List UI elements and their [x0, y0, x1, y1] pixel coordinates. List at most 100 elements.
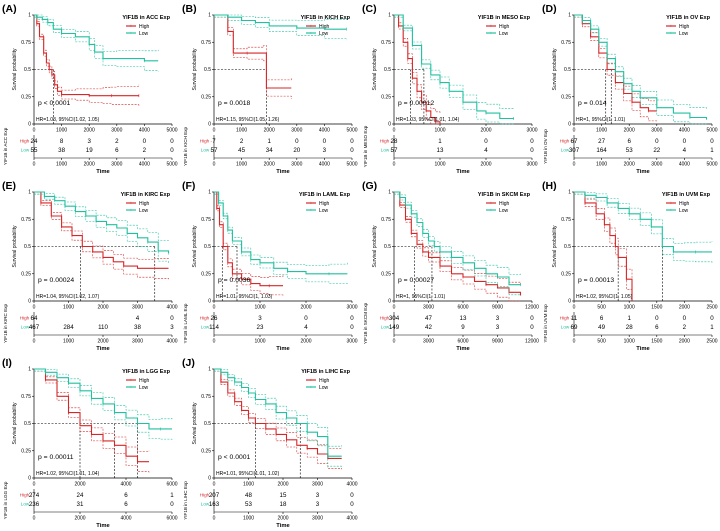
risk-row-label: High -: [380, 316, 393, 321]
y-tick-label: 0.75: [201, 217, 211, 223]
y-tick-label: 0.25: [381, 94, 391, 100]
x-tick-label: 6000: [166, 482, 177, 488]
risk-table-label: YIF1B in SKCM Exp: [363, 302, 368, 344]
risk-count: 34: [266, 147, 273, 154]
chart-title: YIF1B in LAML Exp: [299, 192, 351, 198]
ci-upper-low: [214, 14, 347, 21]
y-axis-label: Survival probability: [12, 225, 18, 267]
risk-table: High -274 24 6 1 Low -236 31 6 0 0 2000 4000 6000 YI…: [3, 481, 178, 521]
x-tick-label: 0: [33, 305, 36, 311]
legend-mark-low: +: [310, 208, 313, 213]
km-panel-kirc: (E) YIF1B in KIRC Exp + High + Low 0 0.25 0.5 0.7…: [2, 180, 178, 352]
p-value: p = 0.00024: [38, 277, 74, 284]
y-tick-label: 0.25: [561, 271, 571, 277]
ci-lower-low: [214, 370, 342, 468]
y-tick-label: 0: [28, 122, 31, 128]
risk-count: 0: [530, 138, 534, 145]
legend-label-high: High: [499, 201, 510, 207]
risk-count: 274: [29, 492, 40, 499]
ci-upper-high: [34, 14, 140, 91]
x-tick-label: 0: [213, 482, 216, 488]
legend: + High + Low: [666, 24, 690, 37]
y-tick-label: 0.75: [561, 40, 571, 46]
risk-count: 0: [170, 315, 174, 322]
risk-count: 53: [626, 147, 633, 154]
ci-lower-high: [34, 193, 169, 280]
risk-x-tick-label: 2000: [277, 516, 288, 522]
risk-count: 13: [437, 147, 444, 154]
p-value: p < 0.0001: [218, 454, 251, 461]
risk-x-tick-label: 1000: [596, 162, 607, 168]
y-tick-label: 0.75: [21, 40, 31, 46]
ci-lower-low: [574, 16, 707, 125]
chart-title: YIF1B in LGG Exp: [122, 369, 170, 375]
risk-count: 1: [627, 315, 631, 322]
y-axis-label: Survival probability: [552, 225, 558, 267]
risk-count: 0: [710, 315, 714, 322]
risk-count: 3: [87, 138, 91, 145]
risk-x-tick-label: 500: [597, 339, 606, 345]
risk-x-tick-label: 1000: [63, 339, 74, 345]
risk-row-label: High -: [20, 493, 33, 498]
ci-lower-high: [394, 16, 440, 125]
x-tick-label: 1000: [243, 482, 254, 488]
risk-count: 0: [350, 492, 354, 499]
y-tick-label: 0.75: [201, 40, 211, 46]
panel-letter: (F): [182, 180, 195, 192]
hazard-ratio: HR=1, 95%CI(1, 1.01): [396, 294, 446, 300]
legend-mark-high: +: [670, 24, 673, 29]
risk-count: 22: [653, 147, 660, 154]
risk-count: 3: [316, 501, 320, 508]
legend-mark-high: +: [130, 378, 133, 383]
panel-letter: (A): [2, 3, 17, 15]
x-tick-label: 1000: [596, 128, 607, 134]
risk-x-tick-label: 1000: [254, 339, 265, 345]
risk-count: 9: [461, 324, 465, 331]
risk-count: 0: [170, 138, 174, 145]
y-tick-label: 1: [568, 190, 571, 196]
risk-x-tick-label: 3000: [423, 339, 434, 345]
legend-label-low: Low: [319, 385, 329, 391]
legend: + High + Low: [126, 378, 150, 391]
risk-table-label: YIF1B in UVM Exp: [543, 304, 548, 343]
risk-count: 4: [304, 324, 308, 331]
risk-x-tick-label: 0: [33, 339, 36, 345]
legend-mark-high: +: [670, 201, 673, 206]
risk-x-tick-label: 4000: [319, 162, 330, 168]
x-tick-label: 4000: [346, 482, 357, 488]
x-tick-label: 2000: [480, 128, 491, 134]
risk-row-label: High -: [380, 139, 393, 144]
x-axis-label: Time: [276, 346, 290, 352]
ci-lower-low: [214, 193, 348, 285]
legend-mark-low: +: [130, 385, 133, 390]
legend-label-high: High: [679, 201, 690, 207]
hazard-ratio: HR=1, 95%CI(1, 1.01): [576, 117, 626, 123]
x-tick-label: 3000: [651, 128, 662, 134]
risk-x-tick-label: 2000: [84, 162, 95, 168]
legend: + High + Low: [306, 378, 330, 391]
risk-count: 6: [124, 492, 128, 499]
risk-count: 0: [170, 501, 174, 508]
risk-count: 163: [209, 501, 220, 508]
panel-letter: (H): [542, 180, 557, 192]
risk-count: 207: [209, 492, 220, 499]
risk-x-tick-label: 3000: [111, 162, 122, 168]
y-tick-label: 0.25: [21, 448, 31, 454]
risk-row-label: High -: [200, 493, 213, 498]
legend: + High + Low: [666, 201, 690, 214]
x-tick-label: 2000: [300, 305, 311, 311]
legend-mark-low: +: [490, 208, 493, 213]
risk-count: 0: [655, 138, 659, 145]
legend-mark-high: +: [310, 24, 313, 29]
y-tick-label: 0: [28, 476, 31, 482]
y-axis-label: Survival probability: [372, 48, 378, 90]
risk-count: 2: [115, 138, 119, 145]
hazard-ratio: HR=1.03, 95%CI(1.02, 1.05): [36, 117, 100, 123]
chart-title: YIF1B in UVM Exp: [662, 192, 711, 198]
x-tick-label: 4000: [166, 305, 177, 311]
x-tick-label: 3000: [526, 128, 537, 134]
risk-count: 0: [710, 138, 714, 145]
y-tick-label: 0.25: [201, 271, 211, 277]
panel-letter: (B): [182, 3, 197, 15]
